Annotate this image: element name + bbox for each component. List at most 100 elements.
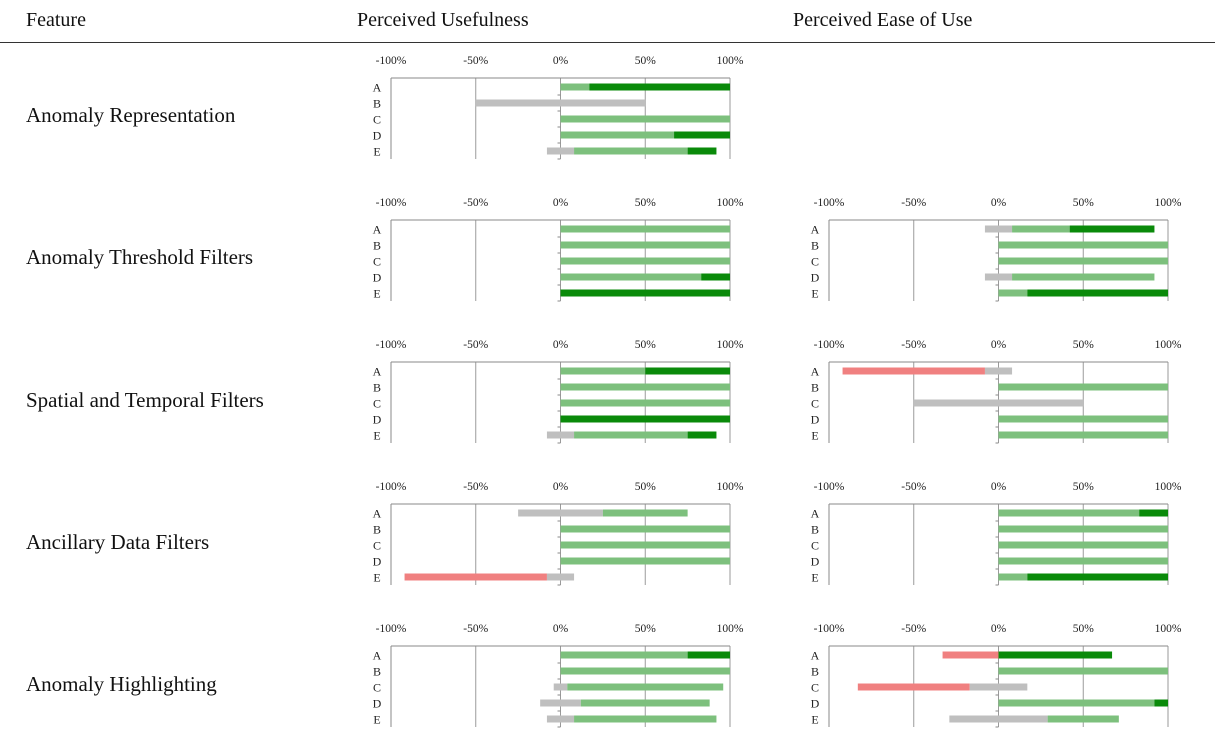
f0-usefulness-row-label-C: C [373, 113, 381, 127]
f0-usefulness-tick-label-4: 100% [717, 55, 744, 67]
f3-usefulness-bar-D-positive [560, 557, 730, 565]
f0-usefulness-bar-A-positive [560, 83, 590, 91]
header-rule [0, 42, 1215, 43]
f3-ease-row-label-C: C [811, 539, 819, 553]
f1-ease-bar-E-positive [998, 289, 1028, 297]
feature-label-1: Anomaly Threshold Filters [26, 245, 254, 269]
f1-usefulness-row-label-B: B [373, 239, 381, 253]
f3-ease-tick-label-0: -100% [814, 481, 845, 493]
f4-ease-bar-C-neutral [969, 683, 1028, 691]
f1-usefulness-row-label-D: D [373, 271, 382, 285]
f4-ease-bar-A-negative [942, 651, 999, 659]
f0-usefulness-row-label-A: A [373, 81, 382, 95]
f1-ease-tick-label-4: 100% [1155, 197, 1182, 209]
f2-usefulness-row-label-E: E [373, 429, 380, 443]
f3-usefulness-tick-label-2: 0% [553, 481, 569, 493]
f2-ease-tick-label-3: 50% [1073, 339, 1095, 351]
f2-ease-row-label-B: B [811, 381, 819, 395]
f0-usefulness-bar-E-strong-positive [687, 147, 717, 155]
f2-ease-row-label-D: D [811, 413, 820, 427]
f2-usefulness-bar-B-positive [560, 383, 730, 391]
f3-usefulness-row-label-E: E [373, 571, 380, 585]
f3-ease-row-label-B: B [811, 523, 819, 537]
feature-label-4: Anomaly Highlighting [26, 672, 217, 696]
f0-usefulness-tick-label-3: 50% [635, 55, 657, 67]
f1-usefulness-bar-E-strong-positive [560, 289, 730, 297]
f2-usefulness-bar-E-neutral [546, 431, 575, 439]
feature-label-2: Spatial and Temporal Filters [26, 388, 264, 412]
f2-usefulness-bar-A-strong-positive [645, 367, 730, 375]
f4-usefulness-row-label-B: B [373, 665, 381, 679]
f3-usefulness-tick-label-0: -100% [376, 481, 407, 493]
f3-usefulness-row-label-C: C [373, 539, 381, 553]
f4-usefulness-bar-E-positive [574, 715, 717, 723]
f2-usefulness-tick-label-4: 100% [717, 339, 744, 351]
f0-usefulness-row-label-E: E [373, 145, 380, 159]
f3-ease-bar-E-strong-positive [1027, 573, 1168, 581]
feature-label-3: Ancillary Data Filters [26, 530, 210, 554]
f0-usefulness-bar-D-strong-positive [674, 131, 730, 139]
f4-usefulness-tick-label-4: 100% [717, 623, 744, 635]
f2-usefulness-row-label-C: C [373, 397, 381, 411]
f1-usefulness-tick-label-1: -50% [463, 197, 488, 209]
f4-ease-row-label-C: C [811, 681, 819, 695]
f4-ease-bar-D-positive [998, 699, 1155, 707]
f2-ease-bar-D-positive [998, 415, 1168, 423]
f2-usefulness-tick-label-1: -50% [463, 339, 488, 351]
f4-ease-row-label-B: B [811, 665, 819, 679]
f4-ease-tick-label-4: 100% [1155, 623, 1182, 635]
f3-ease-tick-label-4: 100% [1155, 481, 1182, 493]
f3-ease-bar-A-strong-positive [1139, 509, 1168, 517]
f1-usefulness-tick-label-2: 0% [553, 197, 569, 209]
f1-ease-row-label-A: A [811, 223, 820, 237]
f0-usefulness-tick-label-2: 0% [553, 55, 569, 67]
f4-ease-row-label-A: A [811, 649, 820, 663]
f3-usefulness-tick-label-1: -50% [463, 481, 488, 493]
f3-usefulness-row-label-A: A [373, 507, 382, 521]
f4-ease-tick-label-2: 0% [991, 623, 1007, 635]
f4-usefulness-tick-label-0: -100% [376, 623, 407, 635]
f0-usefulness-tick-label-1: -50% [463, 55, 488, 67]
f1-ease-bar-A-strong-positive [1069, 225, 1155, 233]
f0-usefulness-tick-label-0: -100% [376, 55, 407, 67]
f3-ease-row-label-E: E [811, 571, 818, 585]
f0-usefulness-bar-B-neutral [475, 99, 646, 107]
f2-ease-tick-label-2: 0% [991, 339, 1007, 351]
f1-ease-tick-label-1: -50% [901, 197, 926, 209]
f1-usefulness-row-label-E: E [373, 287, 380, 301]
f4-usefulness-tick-label-3: 50% [635, 623, 657, 635]
f4-usefulness-bar-E-neutral [546, 715, 575, 723]
f4-ease-tick-label-1: -50% [901, 623, 926, 635]
f4-usefulness-bar-D-neutral [540, 699, 581, 707]
f2-usefulness-bar-E-strong-positive [687, 431, 717, 439]
f4-ease-bar-E-positive [1047, 715, 1119, 723]
f3-ease-bar-E-positive [998, 573, 1028, 581]
f2-ease-bar-C-neutral [913, 399, 1084, 407]
f1-ease-tick-label-2: 0% [991, 197, 1007, 209]
f1-ease-bar-B-positive [998, 241, 1168, 249]
f2-usefulness-bar-C-positive [560, 399, 730, 407]
f3-usefulness-tick-label-4: 100% [717, 481, 744, 493]
f3-ease-bar-D-positive [998, 557, 1168, 565]
f1-usefulness-bar-B-positive [560, 241, 730, 249]
f2-usefulness-tick-label-2: 0% [553, 339, 569, 351]
f4-ease-bar-E-neutral [949, 715, 1048, 723]
f2-usefulness-row-label-B: B [373, 381, 381, 395]
feature-label-0: Anomaly Representation [26, 103, 236, 127]
f2-ease-tick-label-4: 100% [1155, 339, 1182, 351]
f2-usefulness-bar-D-strong-positive [560, 415, 730, 423]
f2-ease-tick-label-0: -100% [814, 339, 845, 351]
f1-usefulness-tick-label-3: 50% [635, 197, 657, 209]
f3-ease-tick-label-2: 0% [991, 481, 1007, 493]
f3-usefulness-bar-E-neutral [546, 573, 575, 581]
f4-ease-tick-label-3: 50% [1073, 623, 1095, 635]
f0-usefulness-bar-A-strong-positive [589, 83, 730, 91]
f1-ease-row-label-B: B [811, 239, 819, 253]
f2-usefulness-bar-A-positive [560, 367, 646, 375]
f4-usefulness-bar-C-neutral [553, 683, 568, 691]
f4-usefulness-bar-A-strong-positive [687, 651, 730, 659]
f2-usefulness-bar-E-positive [574, 431, 688, 439]
f4-ease-row-label-E: E [811, 713, 818, 727]
f0-usefulness-bar-D-positive [560, 131, 675, 139]
f3-usefulness-bar-A-neutral [518, 509, 603, 517]
